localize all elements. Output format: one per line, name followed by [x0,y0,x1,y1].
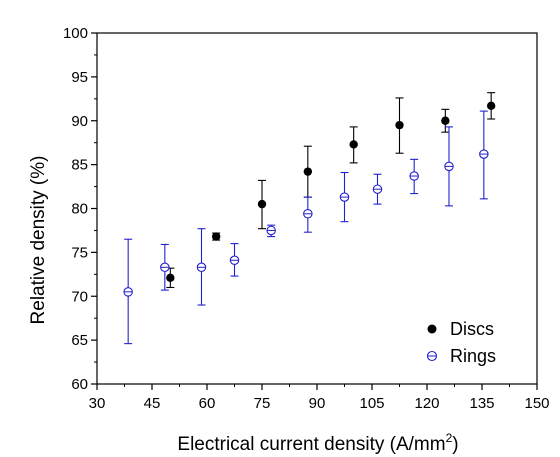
y-axis-ticks: 60 65 70 75 80 85 90 95 100 [63,25,97,393]
marker-dot [166,273,175,283]
y-tick-label: 90 [71,113,88,130]
data-point [441,116,450,125]
y-tick-label: 60 [71,376,88,393]
y-tick-label: 85 [71,157,88,174]
x-tick-label: 60 [199,395,216,412]
x-axis-title-suffix: ) [452,434,458,455]
data-point [257,199,267,209]
x-axis-title-main: Electrical current density (A/mm [177,434,445,455]
data-point [444,161,454,172]
x-tick-label: 150 [524,395,549,412]
x-tick-label: 105 [359,395,384,412]
series-layer [123,92,496,345]
y-tick-label: 100 [63,25,88,42]
series-discs [166,92,496,289]
marker-dot [349,140,358,149]
legend-marker [427,324,437,334]
legend: Discs Rings [426,319,496,366]
y-tick-label: 65 [71,332,88,349]
data-point [339,192,350,202]
x-tick-label: 30 [89,395,106,412]
marker-dot [427,324,437,334]
data-point [266,225,276,236]
x-tick-label: 120 [414,395,439,412]
marker-dot [211,232,221,241]
data-point [479,149,489,159]
y-axis-title: Relative density (%) [28,156,49,325]
data-point [409,171,419,181]
legend-label: Discs [450,319,494,339]
data-point [160,262,170,273]
data-point [349,140,358,149]
x-axis-title-superscript: 2 [446,431,453,445]
data-point [196,262,207,273]
data-point [123,287,133,297]
marker-dot [441,116,450,125]
x-tick-label: 45 [144,395,161,412]
marker-dot [486,101,496,111]
marker-dot [303,167,313,176]
y-tick-label: 80 [71,201,88,218]
y-tick-label: 75 [71,244,88,261]
y-tick-label: 70 [71,288,88,305]
series-rings [123,110,489,345]
legend-label: Rings [450,346,496,366]
x-tick-label: 90 [309,395,326,412]
data-point [229,255,240,266]
y-tick-label: 95 [71,69,88,86]
data-point [166,273,175,283]
data-point [372,184,383,194]
data-point [395,120,404,130]
x-tick-label: 135 [469,395,494,412]
marker-dot [395,120,404,130]
legend-item-discs: Discs [427,319,494,339]
data-point [303,209,313,219]
marker-dot [257,199,267,209]
data-point [486,101,496,111]
legend-marker [426,350,438,362]
x-axis-ticks: 30 45 60 75 90 105 120 135 150 [89,384,550,412]
data-point [211,232,221,241]
data-point [303,167,313,176]
legend-item-rings: Rings [426,346,496,366]
x-tick-label: 75 [254,395,271,412]
x-axis-title: Electrical current density (A/mm2) [177,431,458,455]
